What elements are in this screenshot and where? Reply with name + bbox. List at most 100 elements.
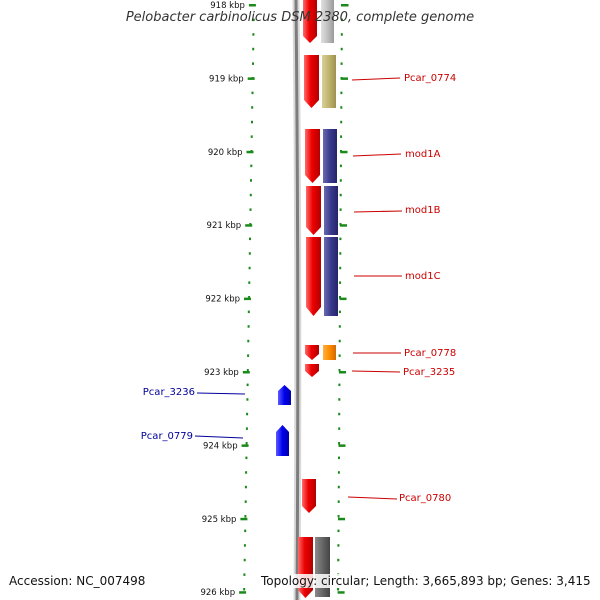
track-dot <box>338 383 341 387</box>
track-dot <box>247 354 250 357</box>
leader-line <box>351 370 401 373</box>
cds-arrow-forward <box>302 479 316 513</box>
gene-label[interactable]: Pcar_0779 <box>141 431 193 442</box>
track-dot <box>249 237 251 241</box>
cds-arrow-forward <box>306 186 321 235</box>
tick-mark <box>247 77 255 80</box>
track-dot <box>245 442 248 445</box>
track-dot <box>338 456 340 460</box>
track-dot <box>250 179 252 182</box>
label-leaders <box>194 77 403 500</box>
track-dot <box>338 310 341 314</box>
track-dot <box>337 529 340 533</box>
category-bar-navy <box>324 186 338 235</box>
category-bar-dark <box>315 537 330 597</box>
tick-mark <box>341 77 348 80</box>
leader-line <box>194 435 244 439</box>
cds-arrow-forward <box>305 345 319 360</box>
track-dot <box>340 18 343 22</box>
cds-arrow-reverse <box>276 425 289 456</box>
track-dot <box>338 369 341 372</box>
track-dot <box>337 500 340 503</box>
category-bar-navy <box>323 129 337 183</box>
tick-label: 926 kbp <box>200 588 235 598</box>
cds-arrow-forward <box>305 364 319 377</box>
track-dot <box>244 485 247 489</box>
track-dot <box>250 164 253 168</box>
tick-mark <box>248 4 256 7</box>
leader-line <box>353 210 403 213</box>
tick-label: 923 kbp <box>204 368 239 378</box>
track-dot <box>339 281 342 284</box>
track-dot <box>252 47 255 51</box>
track-dot <box>338 325 341 328</box>
track-dot <box>340 120 343 124</box>
track-dot <box>339 266 342 270</box>
track-dot <box>244 500 247 503</box>
accession-text: Accession: NC_007498 <box>9 574 146 588</box>
track-dot <box>338 442 341 445</box>
gene-label[interactable]: Pcar_3236 <box>143 387 195 398</box>
category-track <box>315 0 338 597</box>
tick-label: 924 kbp <box>203 441 238 451</box>
track-dot <box>248 281 251 284</box>
track-dot <box>337 558 340 562</box>
track-dot <box>339 237 342 241</box>
cds-arrow-forward <box>304 55 319 108</box>
tick-mark <box>339 371 346 374</box>
tick-mark <box>244 297 251 301</box>
track-dot <box>339 193 342 197</box>
genome-backbone-core <box>294 0 300 600</box>
track-dot <box>249 193 252 197</box>
track-dot <box>251 120 253 124</box>
gene-label[interactable]: mod1C <box>405 271 441 282</box>
tick-mark <box>338 444 346 447</box>
gene-label[interactable]: Pcar_0778 <box>404 348 456 359</box>
category-bar-olive <box>322 55 336 108</box>
track-dot <box>340 62 343 65</box>
tick-label: 921 kbp <box>207 221 242 231</box>
genome-summary-text: Topology: circular; Length: 3,665,893 bp… <box>261 574 591 588</box>
tick-mark <box>245 224 253 227</box>
tick-mark <box>242 371 250 374</box>
track-dot <box>252 33 255 36</box>
tick-mark <box>240 517 248 521</box>
tick-mark <box>241 444 249 447</box>
track-dot <box>337 471 340 474</box>
gene-label[interactable]: Pcar_0774 <box>404 73 456 84</box>
tick-label: 918 kbp <box>210 1 245 11</box>
track-dot <box>340 135 343 138</box>
track-dot <box>246 383 249 387</box>
track-dot <box>250 135 253 138</box>
track-dot <box>243 588 246 591</box>
track-dot <box>339 252 342 255</box>
track-dot <box>339 208 342 211</box>
tick-mark <box>246 150 254 154</box>
track-dot <box>245 471 248 474</box>
track-dot <box>339 164 342 168</box>
track-dot <box>340 47 343 51</box>
gene-labels: Pcar_0774 mod1A mod1B mod1C Pcar_0778 Pc… <box>141 73 456 504</box>
track-dot <box>244 515 247 518</box>
track-dot <box>339 179 342 182</box>
tick-label: 920 kbp <box>208 148 243 158</box>
gene-label[interactable]: mod1B <box>405 205 441 216</box>
track-dot <box>340 106 343 109</box>
forward-cds-track <box>298 0 321 598</box>
track-dot <box>339 296 341 299</box>
track-dot <box>251 91 254 95</box>
tick-mark <box>340 150 348 154</box>
track-dot <box>243 544 246 547</box>
tick-mark <box>337 591 345 594</box>
gene-label[interactable]: Pcar_3235 <box>403 367 455 378</box>
category-bar-navy <box>324 237 338 316</box>
track-dot <box>246 412 249 416</box>
track-dot <box>338 412 341 416</box>
track-dot <box>340 33 343 36</box>
track-dot <box>337 515 340 518</box>
gene-label[interactable]: Pcar_0780 <box>399 493 451 504</box>
gene-label[interactable]: mod1A <box>405 149 441 160</box>
track-dot <box>338 339 341 343</box>
cds-arrow-forward <box>306 237 321 316</box>
